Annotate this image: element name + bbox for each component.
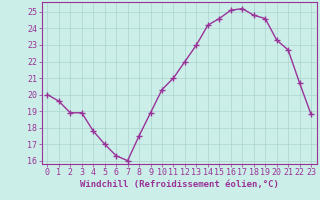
X-axis label: Windchill (Refroidissement éolien,°C): Windchill (Refroidissement éolien,°C): [80, 180, 279, 189]
